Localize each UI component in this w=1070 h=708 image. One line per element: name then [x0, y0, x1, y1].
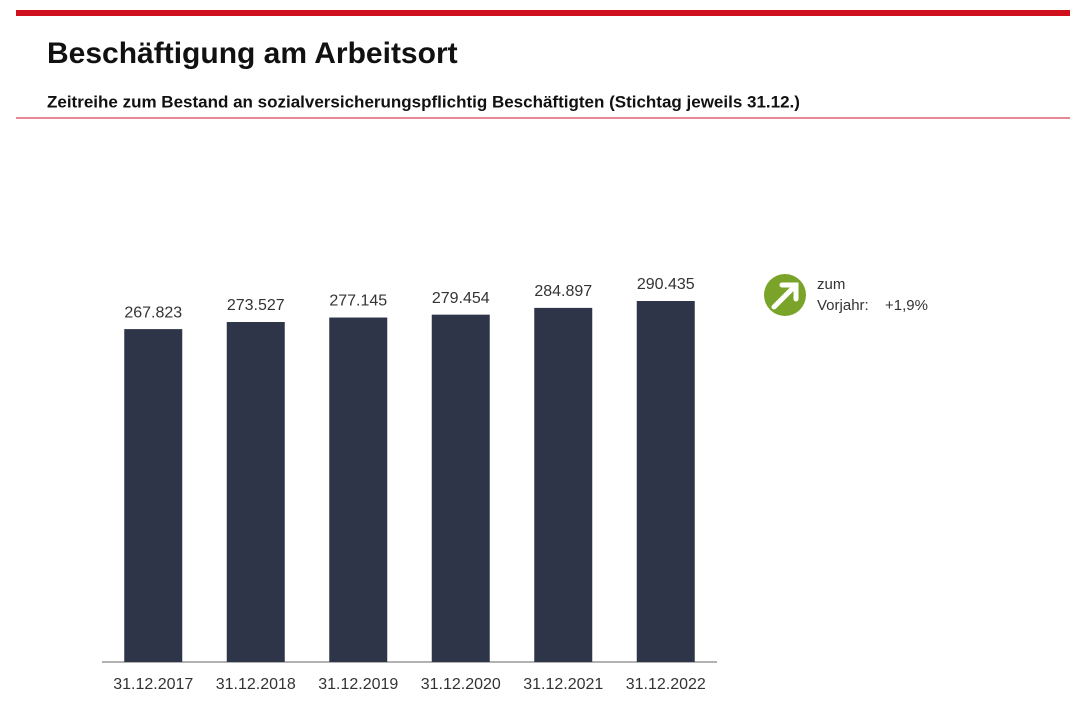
bar: [431, 314, 490, 662]
trend-icon: [764, 274, 806, 316]
top-bar: [16, 10, 1070, 16]
x-tick-label: 31.12.2020: [421, 676, 501, 693]
value-label: 279.454: [432, 290, 490, 307]
x-tick-label: 31.12.2017: [113, 676, 193, 693]
bar: [124, 329, 183, 662]
bar: [329, 317, 388, 662]
chart-title: Beschäftigung am Arbeitsort: [47, 37, 458, 70]
annotation-line1: zum: [817, 276, 845, 293]
bar: [636, 301, 695, 662]
value-label: 273.527: [227, 297, 285, 314]
value-label: 277.145: [329, 293, 387, 310]
annotation-line2: Vorjahr:: [817, 297, 869, 314]
value-label: 290.435: [637, 276, 695, 293]
value-label: 267.823: [124, 304, 182, 321]
value-label: 284.897: [534, 283, 592, 300]
bar: [226, 322, 285, 662]
annotation-change: +1,9%: [885, 297, 928, 314]
x-tick-label: 31.12.2022: [626, 676, 706, 693]
x-tick-label: 31.12.2019: [318, 676, 398, 693]
x-tick-label: 31.12.2021: [523, 676, 603, 693]
bar: [534, 307, 593, 662]
x-tick-label: 31.12.2018: [216, 676, 296, 693]
chart-subtitle: Zeitreihe zum Bestand an sozialversicher…: [47, 92, 800, 111]
